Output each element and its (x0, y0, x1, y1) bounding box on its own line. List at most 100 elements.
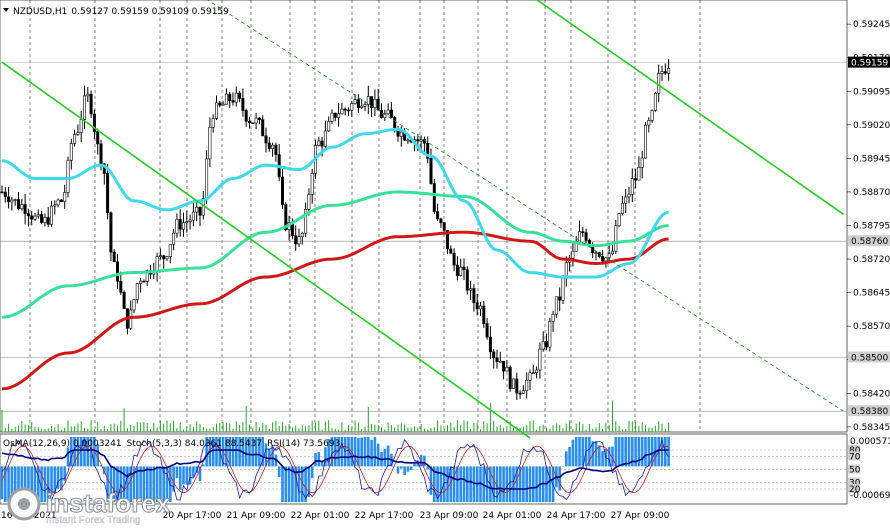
price-marker (848, 56, 890, 68)
candle-body (495, 357, 499, 362)
stoch-main-line (1, 437, 669, 502)
candle-body (376, 98, 380, 111)
x-tick-label: 24 Apr 17:00 (547, 511, 606, 521)
osma-bar (248, 437, 251, 467)
osma-bar (456, 466, 459, 502)
osma-bar (574, 437, 578, 467)
brand-name: instaforex (46, 488, 171, 518)
brand-tagline: Instant Forex Trading (46, 515, 141, 526)
osma-bar (320, 460, 324, 467)
candle-body (76, 132, 80, 135)
osma-bar (205, 437, 208, 467)
osma-bar (522, 466, 525, 502)
osma-bar (182, 466, 185, 485)
candle-body (577, 231, 581, 244)
osma-bar (330, 437, 334, 467)
candle-body (112, 251, 116, 263)
candle-body (465, 269, 469, 291)
stoch-level-label: 30 (849, 479, 861, 489)
y-tick-label: 0.58345 (853, 423, 890, 433)
vertical-grid (29, 0, 701, 432)
osma-bar (281, 466, 284, 502)
osma-bar (132, 466, 136, 502)
osma-bar (277, 466, 281, 478)
osma-bar (485, 466, 489, 502)
osma-bar (195, 466, 198, 473)
osma-bar (403, 466, 406, 476)
candle-body (43, 217, 47, 223)
osma-bar (73, 437, 76, 467)
candle-body (389, 109, 393, 118)
osma-bar (607, 447, 611, 467)
candle-body (307, 194, 311, 210)
osma-bar (525, 466, 528, 502)
stoch-label: Stoch(5,3,3) 84.0361 88.5437 (127, 439, 262, 449)
candle-body (634, 178, 638, 181)
candle-body (10, 199, 14, 203)
candle-body (518, 392, 522, 395)
candle-body (109, 212, 113, 253)
candle-body (472, 288, 476, 304)
osma-bar (627, 437, 631, 467)
osma-bar (63, 466, 66, 481)
osma-bar (152, 466, 156, 502)
candle-body (462, 266, 466, 270)
candle-body (426, 142, 430, 159)
candle-body (386, 109, 390, 115)
stoch-signal-line (1, 445, 669, 494)
candle-body (330, 112, 334, 122)
candle-body (23, 204, 27, 214)
candle-body (172, 232, 176, 245)
price-marker-label: 0.58500 (851, 354, 888, 364)
y-tick-label: 0.59095 (853, 87, 890, 97)
osma-bar (508, 466, 512, 502)
candle-body (241, 98, 245, 111)
osma-bar (532, 466, 535, 502)
osma-label: OsMA(12,26,9) 0.0003241 (3, 439, 122, 449)
osma-bar (353, 437, 357, 467)
osma-bar (112, 466, 116, 502)
osma-bar (175, 466, 179, 479)
osma-bar (17, 466, 20, 502)
osma-bar (568, 446, 571, 467)
osma-bar (499, 466, 502, 502)
osma-bar (637, 437, 641, 467)
osma-bar (462, 466, 466, 502)
osma-bar (340, 437, 344, 467)
osma-bar (13, 466, 17, 501)
osma-bar (634, 437, 637, 467)
stoch-level-label: 20 (849, 485, 861, 495)
stoch-level-marker (848, 484, 860, 493)
candle-body (89, 93, 93, 115)
price-marker (848, 405, 890, 417)
osma-bar (367, 437, 370, 467)
candle-body (228, 93, 232, 101)
osma-bar (459, 466, 462, 502)
volume-bars (1, 400, 670, 432)
candle-body (584, 232, 588, 241)
stoch-level-marker (848, 445, 860, 454)
candle-body (429, 158, 433, 184)
candle-body (83, 95, 87, 120)
candle-body (353, 99, 357, 104)
osma-bar (23, 466, 27, 502)
candle-body (234, 92, 238, 103)
candle-body (482, 305, 486, 324)
osc-tick-label: -0.0006949 (850, 491, 890, 501)
osma-bar (594, 441, 598, 467)
menu-triangle-icon[interactable] (3, 8, 9, 12)
candle-body (30, 215, 34, 220)
y-tick-label: 0.59245 (853, 20, 890, 30)
osma-bar (76, 437, 80, 467)
osma-bar (235, 437, 238, 467)
osma-bar (466, 466, 469, 502)
osma-bar (106, 466, 109, 502)
osma-bar (301, 466, 304, 502)
candle-body (261, 119, 265, 137)
osma-bar (446, 466, 449, 502)
candle-body (360, 105, 364, 109)
ohlc-label: 0.59127 0.59159 0.59109 0.59159 (71, 7, 229, 17)
candle-body (333, 112, 337, 118)
candle-body (165, 256, 169, 260)
